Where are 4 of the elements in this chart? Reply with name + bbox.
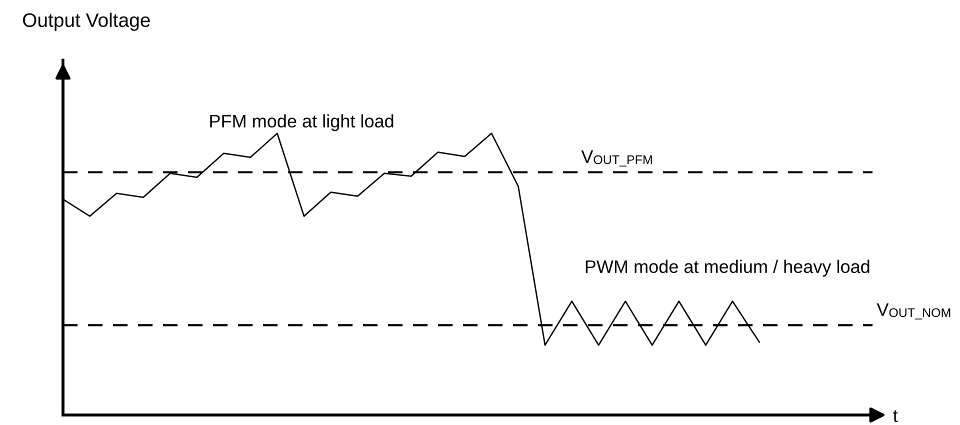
annotation: PWM mode at medium / heavy load (586, 260, 870, 277)
text: PFM mode at light load (210, 114, 394, 132)
chart-title: Output Voltage (23, 12, 150, 31)
text: t (893, 410, 898, 422)
